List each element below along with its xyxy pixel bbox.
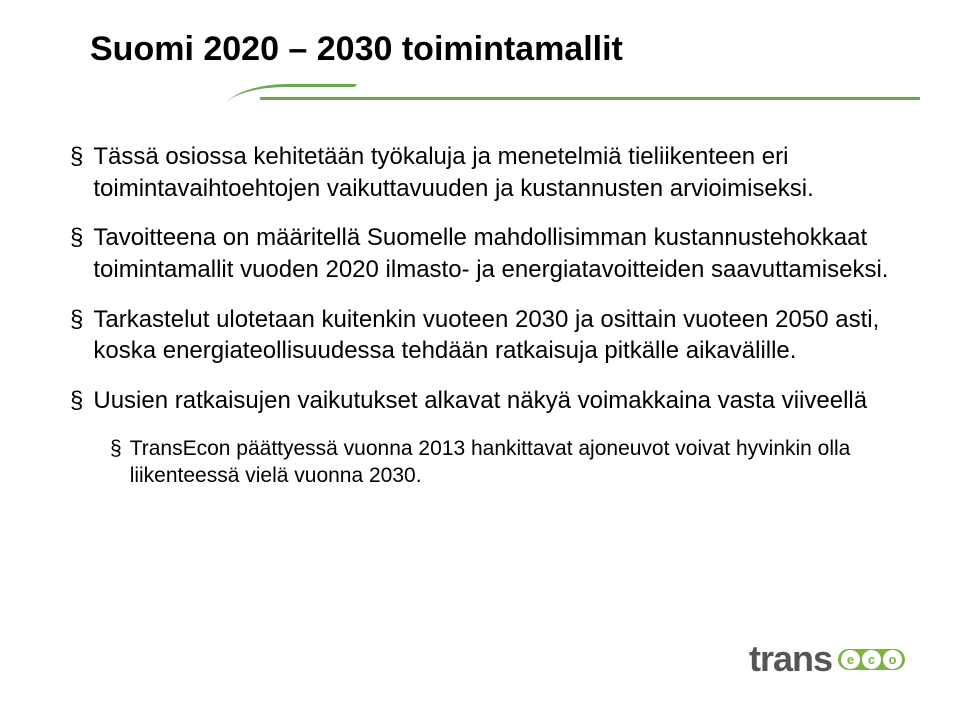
bullet-marker: §: [70, 304, 83, 367]
list-item: § Tavoitteena on määritellä Suomelle mah…: [70, 222, 910, 285]
bullet-marker: §: [70, 222, 83, 285]
eco-letter: c: [862, 650, 881, 669]
bullet-text: Tavoitteena on määritellä Suomelle mahdo…: [93, 222, 910, 285]
list-item: § Uusien ratkaisujen vaikutukset alkavat…: [70, 385, 910, 417]
divider-swoosh: [223, 84, 357, 108]
bullet-text: TransEcon päättyessä vuonna 2013 hankitt…: [130, 435, 910, 490]
bullet-text: Tarkastelut ulotetaan kuitenkin vuoteen …: [93, 304, 910, 367]
logo-text: trans: [749, 638, 832, 680]
page-title: Suomi 2020 – 2030 toimintamallit: [90, 30, 920, 69]
list-item: § Tässä osiossa kehitetään työkaluja ja …: [70, 141, 910, 204]
bullet-marker: §: [70, 141, 83, 204]
list-item: § TransEcon päättyessä vuonna 2013 hanki…: [110, 435, 910, 490]
slide: Suomi 2020 – 2030 toimintamallit § Tässä…: [0, 0, 960, 705]
bullet-text: Tässä osiossa kehitetään työkaluja ja me…: [93, 141, 910, 204]
eco-letter: o: [883, 650, 902, 669]
eco-badge: e c o: [838, 649, 905, 670]
content: § Tässä osiossa kehitetään työkaluja ja …: [60, 141, 920, 490]
bullet-text: Uusien ratkaisujen vaikutukset alkavat n…: [93, 385, 867, 417]
logo: trans e c o: [749, 638, 905, 680]
eco-letter: e: [841, 650, 860, 669]
bullet-marker: §: [110, 435, 122, 490]
divider: [260, 87, 920, 111]
bullet-marker: §: [70, 385, 83, 417]
divider-line: [260, 97, 920, 100]
list-item: § Tarkastelut ulotetaan kuitenkin vuotee…: [70, 304, 910, 367]
